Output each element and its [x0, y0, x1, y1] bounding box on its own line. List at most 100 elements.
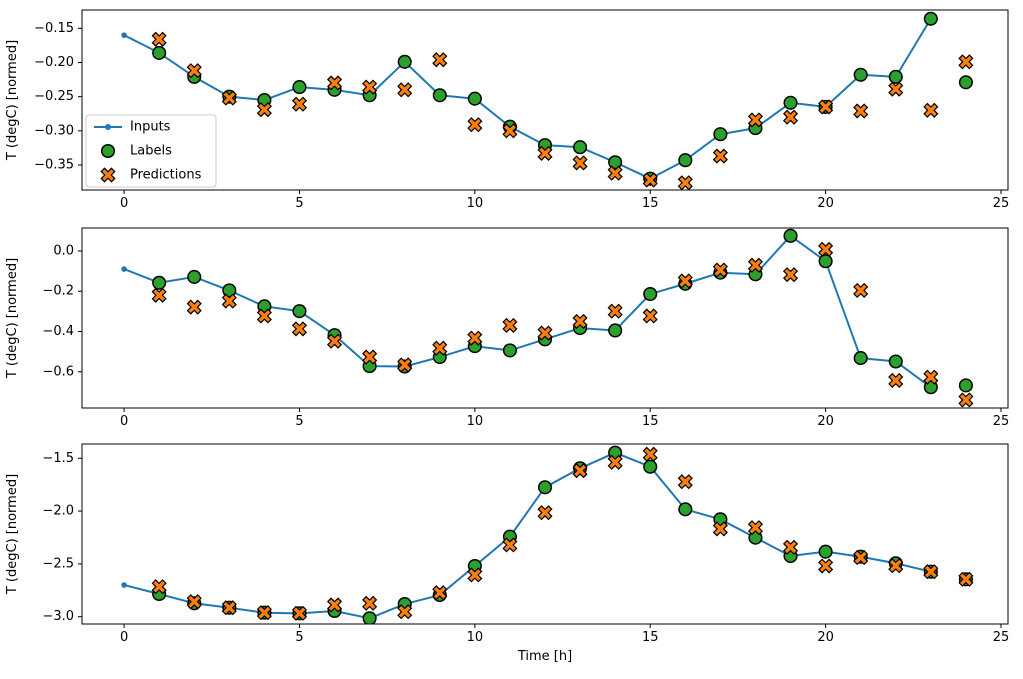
predictions-point [818, 99, 834, 115]
predictions-point [572, 313, 588, 329]
labels-point [643, 459, 658, 474]
predictions-point [256, 605, 272, 621]
labels-point [362, 611, 377, 624]
labels-point [713, 127, 728, 142]
predictions-point [853, 282, 869, 298]
predictions-point [186, 63, 202, 79]
x-tick-label: 5 [295, 630, 303, 645]
predictions-point [362, 79, 378, 95]
x-tick-label: 25 [993, 630, 1010, 645]
y-tick-label: −0.6 [42, 364, 74, 379]
plot-area [121, 11, 974, 190]
legend-label: Labels [130, 144, 172, 159]
subplot-2: 0 5 10 15 20 25 0.0 −0.2 −0.4 −0.6 T (degC) [norme… [5, 227, 1010, 429]
predictions-point [467, 567, 483, 583]
predictions-point [537, 505, 553, 521]
predictions-point [502, 317, 518, 334]
predictions-point [747, 520, 764, 536]
predictions-point [818, 558, 834, 574]
labels-point [853, 67, 868, 82]
predictions-point [467, 330, 483, 346]
predictions-point [572, 155, 588, 171]
predictions-point [467, 117, 483, 133]
predictions-point [677, 175, 693, 190]
predictions-point [502, 123, 518, 139]
predictions-point [256, 308, 272, 324]
predictions-point [221, 293, 237, 309]
y-tick-label: −2.5 [42, 556, 74, 571]
x-axis-label: Time [h] [517, 649, 572, 664]
inputs-point [121, 32, 127, 38]
x-tick-label: 15 [642, 414, 659, 429]
labels-point [397, 54, 412, 69]
legend-label: Predictions [130, 168, 202, 183]
y-tick-label: −0.4 [42, 324, 74, 339]
predictions-point [677, 273, 693, 289]
x-tick-label: 0 [120, 414, 128, 429]
predictions-point [642, 172, 658, 188]
predictions-point [923, 102, 939, 118]
predictions-point [326, 597, 343, 613]
predictions-point [958, 571, 974, 587]
y-tick-label: −2.0 [42, 504, 74, 519]
predictions-point [607, 303, 623, 319]
predictions-point [502, 537, 518, 553]
labels-point [923, 11, 938, 26]
labels-point [783, 228, 798, 243]
labels-point [502, 343, 517, 358]
y-tick-label: −0.15 [34, 21, 74, 36]
legend-predictions-icon [100, 167, 116, 183]
axes-frame [81, 227, 1009, 409]
predictions-point [712, 262, 728, 278]
inputs-point [121, 582, 127, 588]
predictions-point [923, 369, 939, 385]
x-tick-label: 25 [993, 196, 1010, 211]
predictions-point [607, 454, 623, 470]
predictions-point [186, 299, 202, 315]
x-tick-label: 10 [467, 414, 484, 429]
labels-point [222, 283, 237, 298]
predictions-point [326, 333, 343, 349]
labels-point [608, 323, 623, 338]
legend-entry-inputs: Inputs [94, 120, 171, 135]
legend: Inputs Labels Predictions [85, 114, 217, 188]
y-tick-label: −0.20 [34, 55, 74, 70]
axes-frame [81, 9, 1009, 191]
labels-point [608, 155, 623, 170]
predictions-point [291, 605, 308, 621]
predictions-point [291, 96, 308, 112]
predictions-point [397, 82, 413, 98]
labels-point [152, 45, 167, 60]
predictions-point [958, 392, 974, 408]
x-tick-label: 0 [120, 630, 128, 645]
y-tick-label: −0.2 [42, 284, 74, 299]
labels-point [958, 75, 973, 90]
x-tick-label: 25 [993, 414, 1010, 429]
predictions-point [291, 321, 308, 337]
legend-box [85, 114, 217, 188]
x-tick-label: 20 [817, 196, 834, 211]
labels-point [818, 544, 833, 559]
subplot-1: 0 5 10 15 20 25 −0.15 −0.20 −0.25 −0.30 −0.35 T (de… [5, 9, 1010, 211]
y-tick-label: −1.5 [42, 451, 74, 466]
legend-labels-icon [100, 143, 116, 159]
y-tick-label: 0.0 [53, 243, 74, 258]
predictions-point [923, 564, 939, 580]
predictions-point [677, 474, 693, 490]
x-tick-label: 0 [120, 196, 128, 211]
labels-point [678, 502, 693, 517]
predictions-point [607, 165, 623, 181]
predictions-point [151, 287, 167, 303]
labels-point [678, 153, 693, 168]
predictions-point [326, 75, 343, 91]
predictions-point [853, 103, 869, 119]
predictions-point [888, 558, 904, 574]
legend-entry-predictions: Predictions [100, 167, 202, 183]
predictions-point [221, 90, 237, 106]
labels-point [818, 254, 833, 269]
x-tick-label: 10 [467, 196, 484, 211]
predictions-point [782, 539, 799, 555]
y-axis-label: T (degC) [normed] [5, 258, 20, 379]
